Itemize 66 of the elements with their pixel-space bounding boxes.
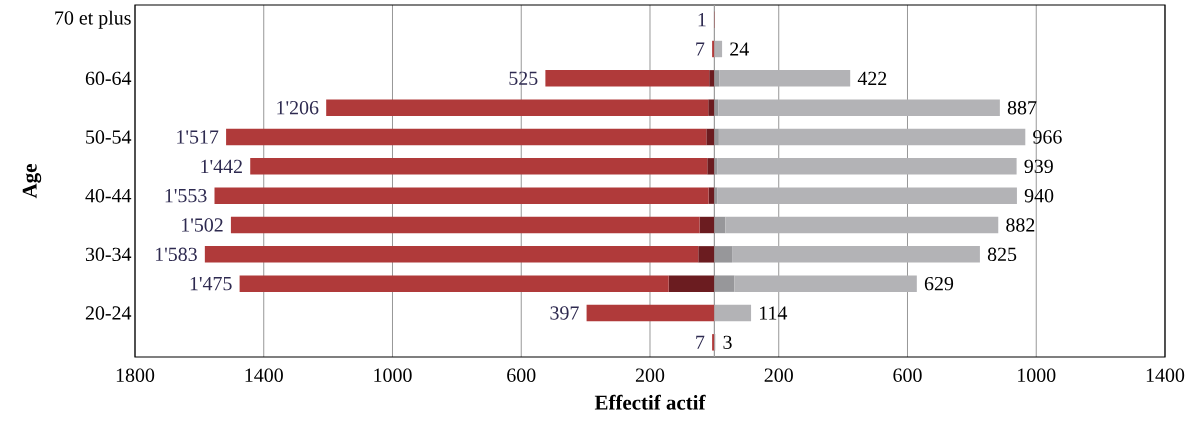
y-tick-label: 40-44 <box>85 188 132 203</box>
bar <box>239 275 669 292</box>
bar <box>250 158 708 175</box>
y-axis-title: Age <box>22 164 42 199</box>
text: 940 <box>1024 188 1054 203</box>
text: 887 <box>1007 100 1037 115</box>
x-tick-label: 1000 <box>374 368 412 382</box>
bar <box>226 128 707 146</box>
text: 882 <box>1006 218 1035 232</box>
bar <box>717 158 1017 175</box>
bar <box>707 158 715 175</box>
bar <box>706 128 715 146</box>
text: 3 <box>723 335 732 350</box>
y-tick-label: 30-34 <box>85 247 132 262</box>
x-tick-label: 200 <box>635 368 665 382</box>
text: 7 <box>696 42 705 56</box>
bar <box>714 40 723 58</box>
text: 966 <box>1033 130 1062 144</box>
text: 422 <box>857 71 887 85</box>
x-tick-label: 600 <box>507 368 536 382</box>
text: 1 <box>698 13 706 27</box>
text: 1'502 <box>182 218 223 232</box>
text: 629 <box>924 276 954 291</box>
bar <box>204 246 699 263</box>
bar <box>725 216 999 234</box>
x-tick-label: 1400 <box>1146 368 1185 382</box>
text: 7 <box>696 335 705 349</box>
bar <box>718 128 1026 146</box>
y-tick-label: 70 et plus <box>55 10 131 29</box>
bar <box>326 99 709 116</box>
bar <box>718 99 1000 116</box>
bar <box>734 275 917 292</box>
bar <box>709 70 715 87</box>
text: 1'475 <box>190 276 232 291</box>
text: 1'206 <box>277 100 319 115</box>
text: 24 <box>730 42 749 56</box>
text: 1'442 <box>201 159 242 173</box>
y-tick-label: 20-24 <box>85 306 132 320</box>
bar <box>708 99 715 116</box>
y-tick-label: 50-54 <box>86 130 132 144</box>
x-tick-label: 200 <box>764 368 793 382</box>
text: 825 <box>987 247 1017 262</box>
bar <box>714 304 752 322</box>
bar <box>668 275 715 292</box>
bar <box>214 187 709 204</box>
text: 1'583 <box>155 247 197 262</box>
bar <box>545 70 710 87</box>
text: 397 <box>550 306 579 320</box>
text: 525 <box>509 71 538 86</box>
bar <box>732 246 980 263</box>
x-tick-label: 1800 <box>116 368 155 382</box>
bar <box>717 187 1017 204</box>
bar <box>719 70 851 87</box>
x-axis-title: Effectif actif <box>594 394 706 410</box>
text: 114 <box>760 306 788 320</box>
x-tick-label: 1000 <box>1018 368 1056 382</box>
bar <box>699 216 715 234</box>
x-tick-label: 600 <box>893 368 922 382</box>
y-tick-label: 60-64 <box>85 71 132 86</box>
bar <box>698 246 715 263</box>
text: 939 <box>1024 159 1053 174</box>
bar <box>230 216 700 234</box>
text: 1'553 <box>165 188 207 203</box>
text: 1'517 <box>177 130 219 144</box>
bar <box>586 304 715 322</box>
x-tick-label: 1400 <box>245 368 283 382</box>
